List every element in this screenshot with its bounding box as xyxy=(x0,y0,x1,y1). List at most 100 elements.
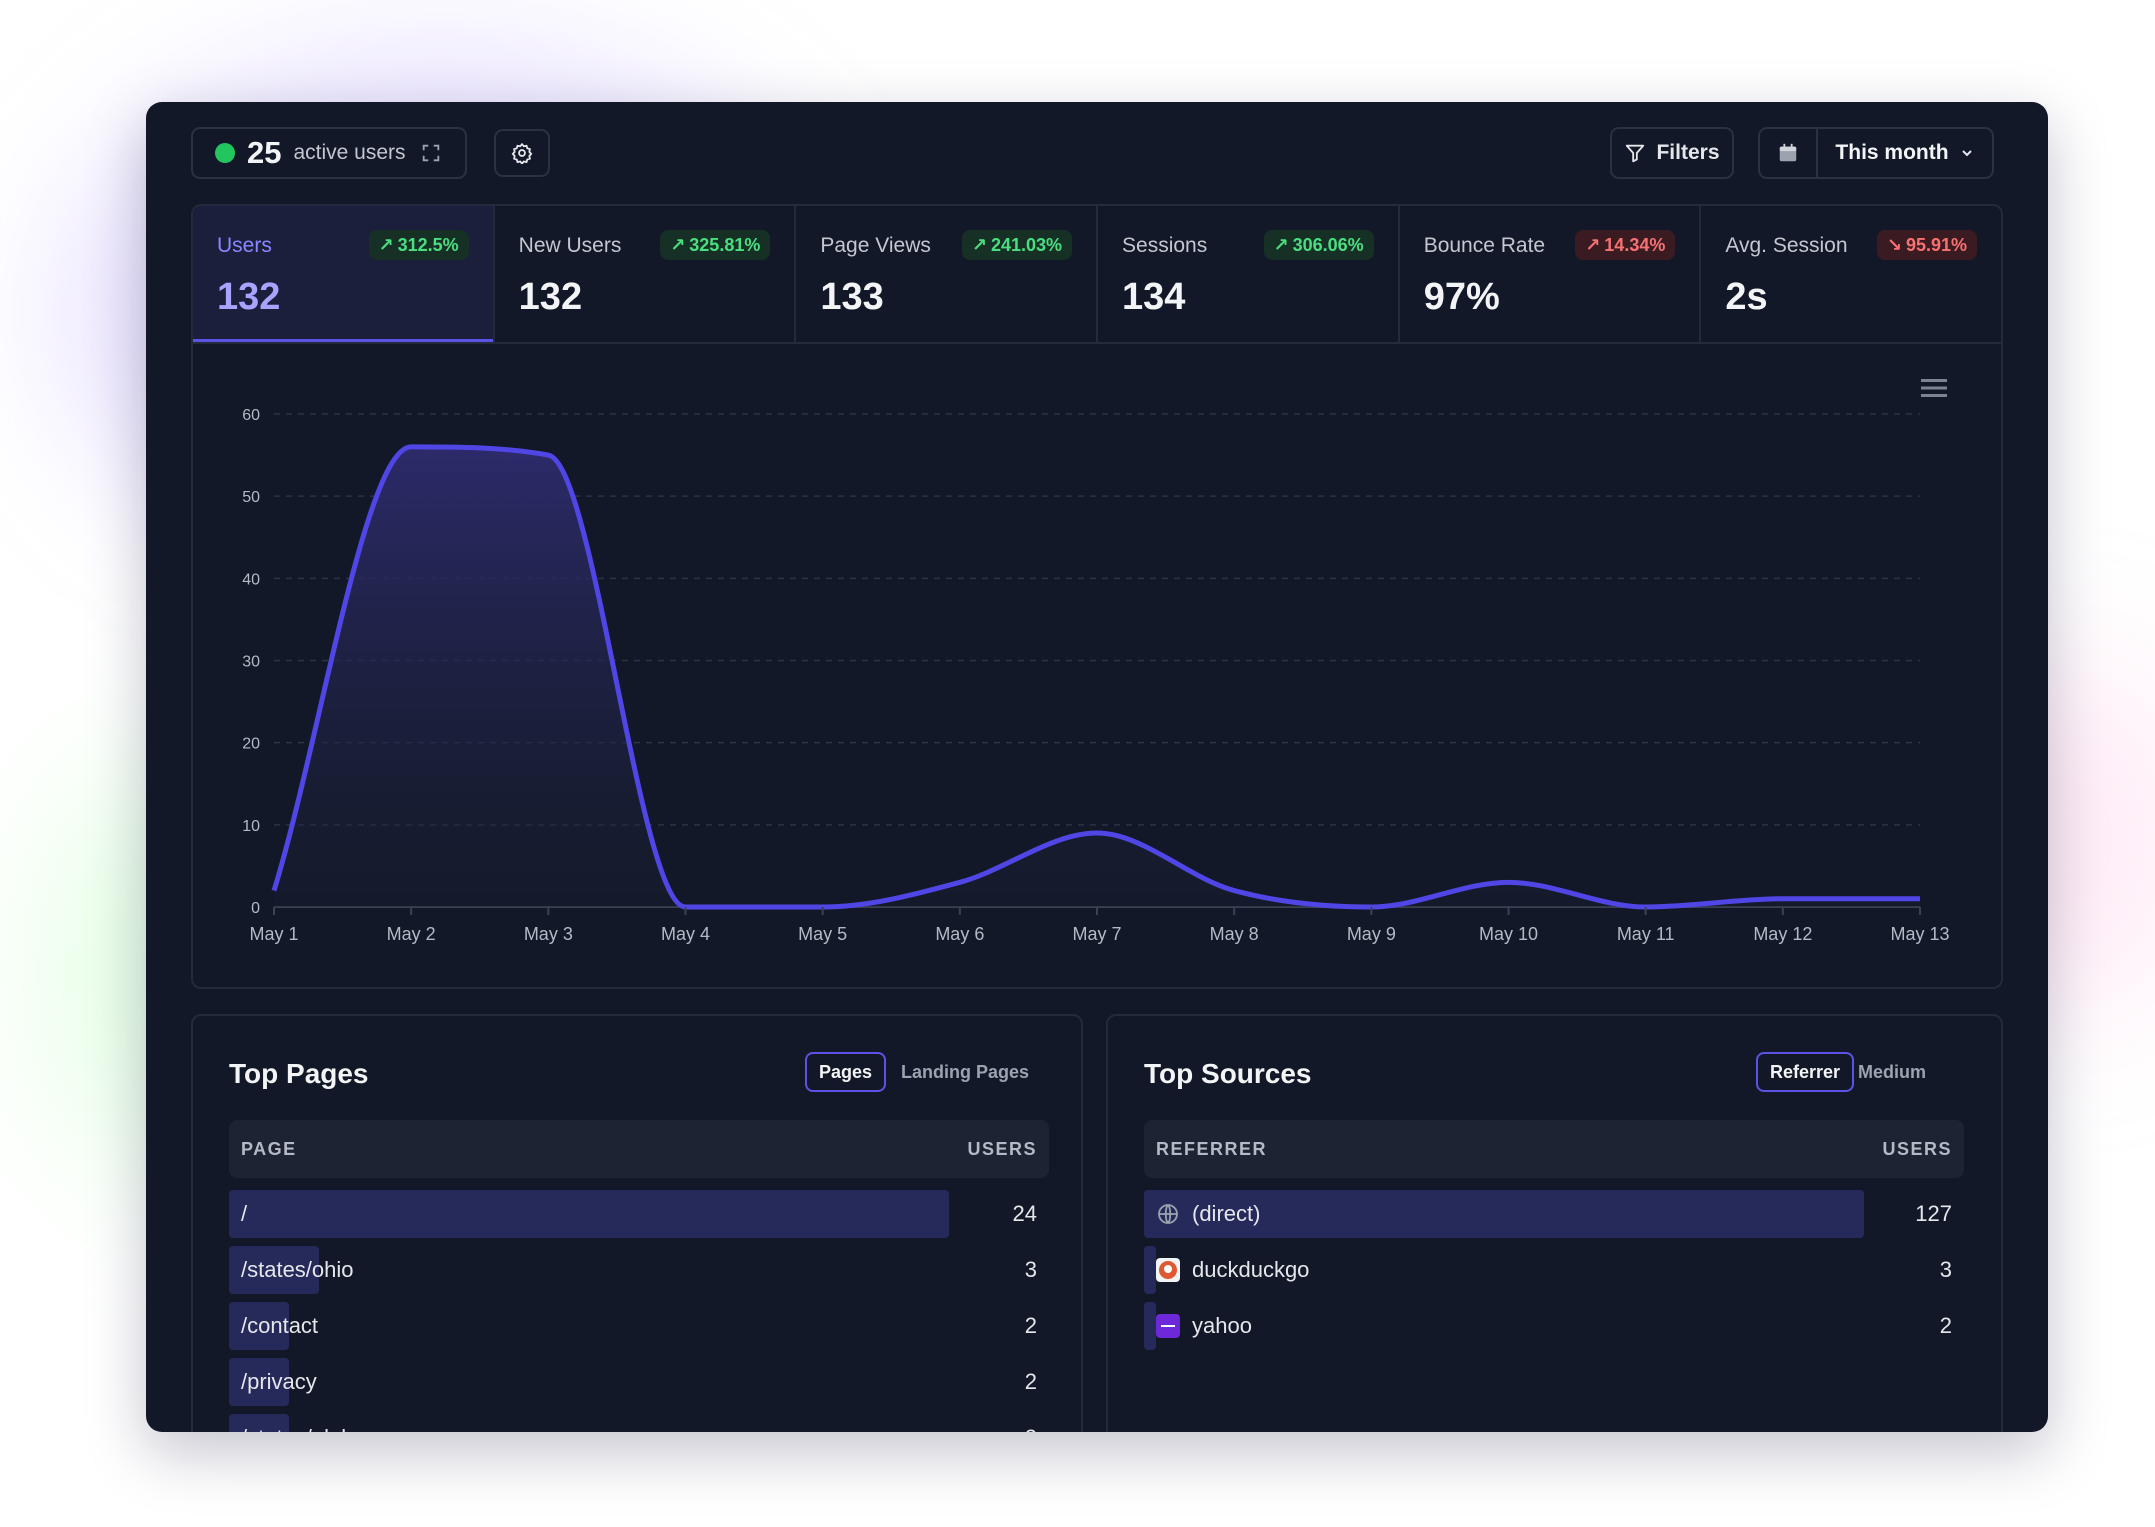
stat-new-users[interactable]: New Users ↗ 325.81% 132 xyxy=(495,206,797,342)
date-range-picker[interactable]: This month xyxy=(1758,127,1994,179)
chart-container xyxy=(191,344,2003,989)
change-value: 95.91% xyxy=(1905,234,1968,255)
stat-cards: Users ↗ 312.5% 132 New Users ↗ 325.81% 132… xyxy=(191,204,2003,344)
table-header: PAGE USERS xyxy=(229,1120,1049,1178)
table-row[interactable]: /states/alabama 2 xyxy=(229,1414,1049,1432)
row-label: duckduckgo xyxy=(1156,1246,1309,1294)
row-value: 2 xyxy=(1025,1414,1037,1432)
sources-list: (direct) 127 duckduckgo 3 xyxy=(1144,1190,1964,1358)
expand-icon[interactable] xyxy=(420,142,442,164)
stat-value: 133 xyxy=(820,276,884,318)
stat-value: 97% xyxy=(1423,276,1500,318)
gear-icon xyxy=(511,142,533,164)
users-chart: 0 10 20 30 40 50 60 May 1 May 2 May 3 May 4 May 5 Ma… xyxy=(242,407,1949,944)
row-label: /privacy xyxy=(241,1369,317,1394)
change-value: 306.06% xyxy=(1292,234,1364,255)
tab-landing-pages[interactable]: Landing Pages xyxy=(901,1061,1030,1082)
row-label: /states/alabama xyxy=(241,1414,396,1432)
yahoo-icon xyxy=(1156,1314,1180,1338)
change-badge: ↗ 14.34% xyxy=(1575,230,1676,260)
row-label: (direct) xyxy=(1156,1190,1260,1238)
source-name: yahoo xyxy=(1192,1313,1252,1338)
table-row[interactable]: /privacy 2 xyxy=(229,1358,1049,1406)
stat-avg-session[interactable]: Avg. Session ↘ 95.91% 2s xyxy=(1701,206,2001,342)
source-name: duckduckgo xyxy=(1192,1257,1310,1282)
filters-button[interactable]: Filters xyxy=(1610,127,1734,179)
table-row[interactable]: (direct) 127 xyxy=(1144,1190,1964,1238)
stat-sessions[interactable]: Sessions ↗ 306.06% 134 xyxy=(1098,206,1400,342)
active-users-label: active users xyxy=(293,141,406,164)
change-badge: ↗ 306.06% xyxy=(1263,230,1374,260)
table-row[interactable]: yahoo 2 xyxy=(1144,1302,1964,1350)
filter-icon xyxy=(1626,144,1645,163)
duckduckgo-icon xyxy=(1156,1258,1180,1282)
stat-users[interactable]: Users ↗ 312.5% 132 xyxy=(193,206,495,342)
date-range-select[interactable]: This month xyxy=(1818,129,1992,177)
stat-label: Bounce Rate xyxy=(1423,234,1546,257)
tab-pages[interactable]: Pages xyxy=(805,1052,887,1092)
top-pages-card: Top Pages Pages Landing Pages PAGE USERS… xyxy=(191,1014,1083,1432)
row-label: yahoo xyxy=(1156,1302,1252,1350)
stat-label: New Users xyxy=(518,234,622,257)
card-title: Top Pages xyxy=(229,1058,369,1089)
column-header: USERS xyxy=(1882,1138,1952,1159)
settings-button[interactable] xyxy=(494,129,550,177)
table-row[interactable]: duckduckgo 3 xyxy=(1144,1246,1964,1294)
tab-medium[interactable]: Medium xyxy=(1858,1061,1927,1082)
change-badge: ↗ 325.81% xyxy=(660,230,771,260)
row-label: /contact xyxy=(241,1313,319,1338)
trend-up-icon: ↗ xyxy=(670,234,686,255)
change-value: 14.34% xyxy=(1604,234,1666,255)
filters-label: Filters xyxy=(1656,141,1720,164)
table-row[interactable]: / 24 xyxy=(229,1190,1049,1238)
row-value: 3 xyxy=(1939,1257,1952,1282)
stat-label: Sessions xyxy=(1122,234,1208,257)
active-users-pill[interactable]: 25 active users xyxy=(191,127,467,179)
x-tick-label: May 13 xyxy=(1890,924,1949,944)
row-bar xyxy=(229,1190,949,1238)
row-bar xyxy=(229,1358,289,1406)
x-tick-label: May 11 xyxy=(1617,924,1675,944)
row-bar xyxy=(229,1302,289,1350)
date-range-label: This month xyxy=(1835,141,1949,164)
stat-value: 132 xyxy=(217,276,281,318)
y-tick-label: 0 xyxy=(251,900,260,917)
row-value: 127 xyxy=(1915,1201,1952,1226)
change-value: 241.03% xyxy=(990,234,1063,255)
trend-up-icon: ↗ xyxy=(971,234,987,255)
tab-referrer[interactable]: Referrer xyxy=(1756,1052,1855,1092)
table-row[interactable]: /contact 2 xyxy=(229,1302,1049,1350)
menu-icon[interactable] xyxy=(1921,378,1947,398)
y-tick-label: 10 xyxy=(242,818,260,835)
y-tick-label: 20 xyxy=(242,736,260,753)
change-badge: ↗ 312.5% xyxy=(368,230,469,260)
column-header: REFERRER xyxy=(1156,1138,1268,1159)
table-header: REFERRER USERS xyxy=(1144,1120,1964,1178)
stat-label: Page Views xyxy=(820,234,931,257)
top-sources-card: Top Sources Referrer Medium REFERRER USE… xyxy=(1106,1014,2003,1432)
calendar-button[interactable] xyxy=(1760,129,1818,177)
stat-label: Users xyxy=(217,234,272,257)
y-tick-label: 50 xyxy=(242,489,260,506)
stat-bounce-rate[interactable]: Bounce Rate ↗ 14.34% 97% xyxy=(1400,206,1702,342)
source-name: (direct) xyxy=(1192,1201,1261,1226)
trend-up-icon: ↗ xyxy=(378,234,394,255)
trend-up-icon: ↗ xyxy=(1273,234,1289,255)
x-tick-label: May 9 xyxy=(1347,924,1396,944)
x-tick-label: May 12 xyxy=(1753,924,1812,944)
stat-value: 134 xyxy=(1122,276,1186,318)
row-label: / xyxy=(241,1201,248,1226)
card-title: Top Sources xyxy=(1144,1058,1312,1089)
live-status-dot xyxy=(215,143,235,163)
analytics-panel: 25 active users Filters This month xyxy=(146,102,2048,1432)
trend-up-icon: ↗ xyxy=(1585,234,1601,255)
row-bar xyxy=(1144,1190,1864,1238)
stat-page-views[interactable]: Page Views ↗ 241.03% 133 xyxy=(796,206,1099,342)
chevron-down-icon xyxy=(1961,150,1972,157)
x-tick-label: May 1 xyxy=(249,924,298,944)
table-row[interactable]: /states/ohio 3 xyxy=(229,1246,1049,1294)
row-value: 2 xyxy=(1024,1369,1037,1394)
x-tick-label: May 7 xyxy=(1072,924,1121,944)
row-value: 3 xyxy=(1024,1257,1037,1282)
x-tick-label: May 4 xyxy=(661,924,710,944)
